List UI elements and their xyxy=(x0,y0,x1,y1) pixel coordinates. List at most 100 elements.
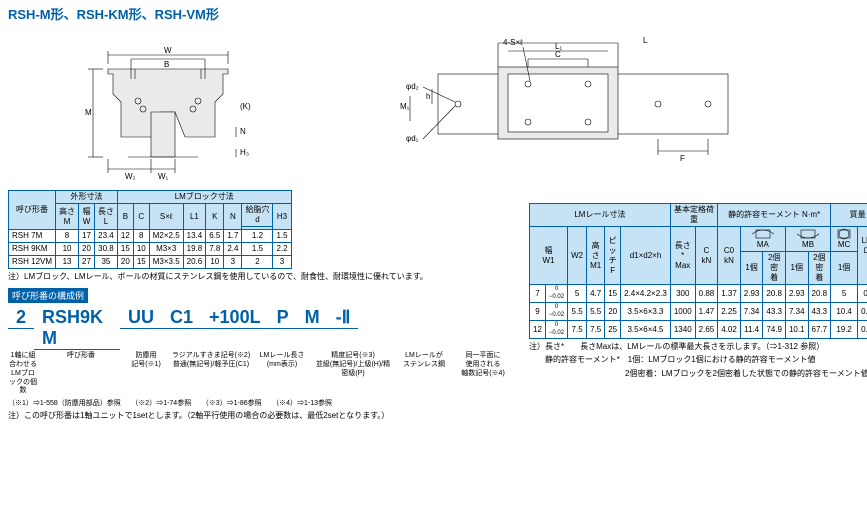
hdr-MB2: 2個密着 xyxy=(808,252,831,285)
hdr-B: B xyxy=(117,204,133,230)
svg-text:B: B xyxy=(164,60,169,69)
cross-section-diagram: (K) W B M N H₃ W₁ W₂ xyxy=(8,29,308,184)
legend-desc-4: LMレール長さ(mm表示) xyxy=(254,352,310,370)
table-row: RSH 9KM102030.81510M3×319.87.82.41.52.2 xyxy=(9,243,292,256)
legend-footnote-refs: （※1）⇒1-558（防塵用部品）参照 （※2）⇒1-74参照 （※3）⇒1-8… xyxy=(8,398,511,408)
svg-text:φd₁: φd₁ xyxy=(406,134,419,143)
cell: 10.4 xyxy=(831,303,858,321)
hdr-rail: LMレール寸法 xyxy=(530,204,671,227)
hdr-M1: 高さM1 xyxy=(587,227,605,285)
diagram-row: (K) W B M N H₃ W₁ W₂ xyxy=(8,29,859,184)
cell: M2×2.5 xyxy=(149,230,183,243)
cell: 20.8 xyxy=(808,285,831,303)
svg-text:W₂: W₂ xyxy=(125,172,136,181)
hdr-L1: L1 xyxy=(183,204,206,230)
rail-dimension-table: LMレール寸法 基本定格荷重 静的許容モーメント N·m* 質量 幅W1 W2 … xyxy=(529,203,867,339)
cell: 12 xyxy=(530,321,546,339)
svg-text:M₁: M₁ xyxy=(400,102,410,111)
legend-part-4: +100L xyxy=(201,307,269,329)
cell: 6.5 xyxy=(206,230,224,243)
block-table-section: 呼び形番 外形寸法 LMブロック寸法 高さM 幅W 長さL B C S×ℓ L1… xyxy=(8,190,511,422)
cell: 15 xyxy=(133,256,149,269)
svg-text:h: h xyxy=(426,92,430,101)
hdr-kg-block: LMブロックkg xyxy=(858,227,867,285)
svg-text:W₁: W₁ xyxy=(158,172,169,181)
cell: 4.7 xyxy=(587,285,605,303)
legend-desc-7: 同一平面に使用される軸数記号(※4) xyxy=(455,352,511,378)
table-row: 120−0.027.57.5253.5×6×4.513402.654.0211.… xyxy=(530,321,867,339)
svg-text:W: W xyxy=(164,46,172,55)
cell: 0.01 xyxy=(858,285,867,303)
hdr-MA2: 2個密着 xyxy=(763,252,786,285)
svg-text:C: C xyxy=(555,50,561,59)
cell: 7.34 xyxy=(785,303,808,321)
cell: 5 xyxy=(831,285,858,303)
model-number-legend: 2 RSH9K M UU C1 +100L P M -Ⅱ 1軸に組合わせるLMブ… xyxy=(8,307,511,421)
cell: 1.5 xyxy=(242,243,273,256)
cell: 1.5 xyxy=(273,230,291,243)
cell: M3×3.5 xyxy=(149,256,183,269)
hdr-W2: W2 xyxy=(568,227,587,285)
hdr-dh: d1×d2×h xyxy=(621,227,671,285)
cell: 23.4 xyxy=(94,230,117,243)
cell: 2.4×4.2×2.3 xyxy=(621,285,671,303)
cell: 3 xyxy=(224,256,242,269)
svg-text:L₁: L₁ xyxy=(555,42,562,51)
cell: 0.037 xyxy=(858,321,867,339)
hdr-moment: 静的許容モーメント N·m* xyxy=(718,204,831,227)
legend-part-6: M xyxy=(297,307,328,329)
hdr-K: K xyxy=(206,204,224,230)
cell: 20 xyxy=(605,303,621,321)
cell: 0.88 xyxy=(695,285,718,303)
table1-note: 注）LMブロック、LMレール、ボールの材質にステンレス鋼を使用しているので、耐食… xyxy=(8,272,511,282)
cell: 3.5×6×4.5 xyxy=(621,321,671,339)
cell: 43.3 xyxy=(808,303,831,321)
table-row: RSH 12VM1327352015M3×3.520.610323 xyxy=(9,256,292,269)
hdr-model: 呼び形番 xyxy=(9,191,56,230)
cell: 27 xyxy=(79,256,95,269)
svg-text:φd₂: φd₂ xyxy=(406,82,419,91)
svg-text:(K): (K) xyxy=(240,102,251,111)
hdr-C: C xyxy=(133,204,149,230)
hdr-block: LMブロック寸法 xyxy=(117,191,291,204)
cell: 0−0.02 xyxy=(545,303,567,321)
cell: 20 xyxy=(117,256,133,269)
cell: 300 xyxy=(670,285,695,303)
hdr-outer: 外形寸法 xyxy=(56,191,118,204)
svg-text:M: M xyxy=(85,108,92,117)
hdr-MB1: 1個 xyxy=(785,252,808,285)
cell: 10 xyxy=(206,256,224,269)
legend-part-2: UU xyxy=(120,307,162,329)
cell: 1.37 xyxy=(718,285,741,303)
cell: 19.8 xyxy=(183,243,206,256)
cell: 7.5 xyxy=(568,321,587,339)
cell: RSH 9KM xyxy=(9,243,56,256)
cell: 13.4 xyxy=(183,230,206,243)
cell: 1.47 xyxy=(695,303,718,321)
cell: 25 xyxy=(605,321,621,339)
hdr-MB: MB xyxy=(785,227,830,252)
rail-table-section: 単位：mm LMレール寸法 基本定格荷重 静的許容モーメント N·m* 質量 幅… xyxy=(529,190,867,379)
cell: 2.2 xyxy=(273,243,291,256)
cell: 15 xyxy=(605,285,621,303)
hdr-MC1: 1個 xyxy=(831,252,858,285)
cell: 3 xyxy=(273,256,291,269)
cell: 7.5 xyxy=(587,321,605,339)
hdr-C0: C0kN xyxy=(718,227,741,285)
side-view-diagram: 4-S×ℓ C L₁ L φd₂ φd₁ h M₁ F xyxy=(348,29,788,184)
svg-text:N: N xyxy=(240,127,246,136)
cell: 1.7 xyxy=(224,230,242,243)
legend-desc-5: 精度記号(※3)並級(無記号)/上級(H)/精密級(P) xyxy=(313,352,393,378)
cell: 43.3 xyxy=(763,303,786,321)
hdr-M: 高さM xyxy=(56,204,79,230)
cell: 10 xyxy=(56,243,79,256)
table2-note1: 注）長さ* 長さMaxは、LMレールの標準最大長さを示します。（⇒1-312 参… xyxy=(529,342,867,352)
svg-text:F: F xyxy=(680,154,685,163)
cell: 8 xyxy=(56,230,79,243)
hdr-W1: 幅W1 xyxy=(530,227,568,285)
cell: 7.8 xyxy=(206,243,224,256)
hdr-d: 給脂穴d xyxy=(242,204,273,227)
cell: 19.2 xyxy=(831,321,858,339)
svg-text:4-S×ℓ: 4-S×ℓ xyxy=(503,38,523,47)
legend-footnote-2: 注）この呼び形番は1軸ユニットで1setとします。（2軸平行使用の場合の必要数は… xyxy=(8,411,511,421)
